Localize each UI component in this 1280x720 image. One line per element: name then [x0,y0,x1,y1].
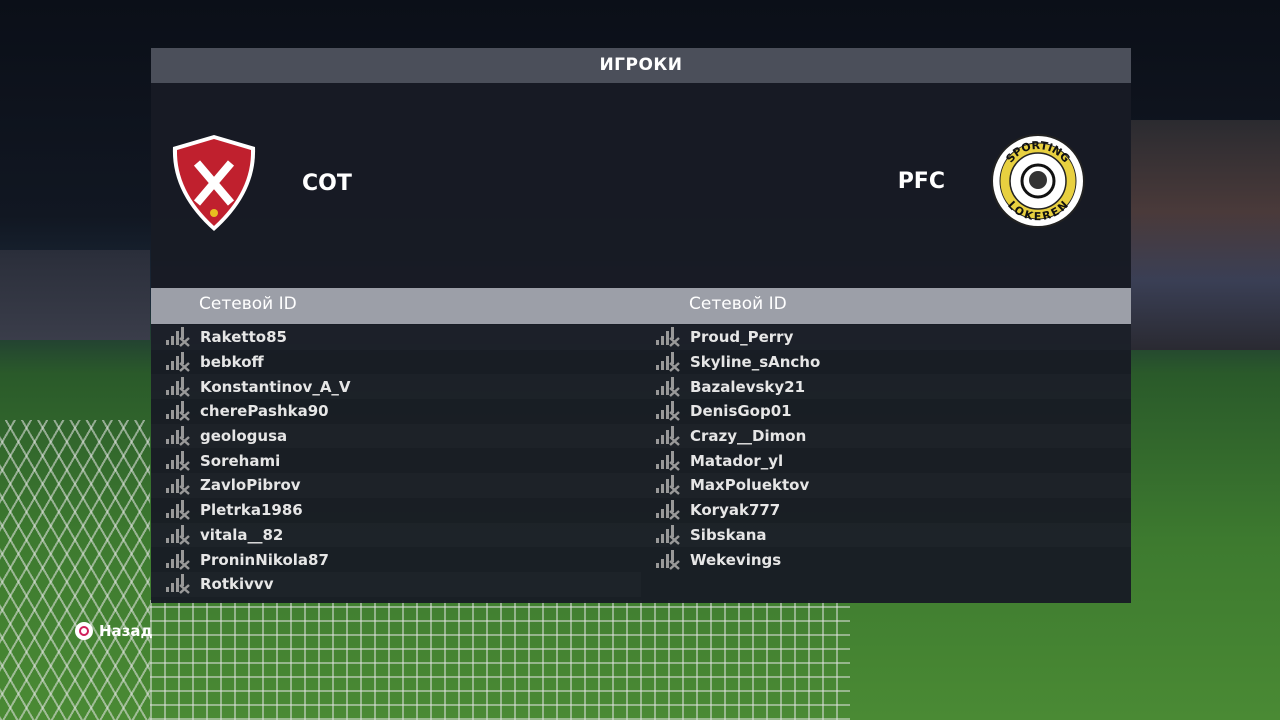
signal-disconnected-icon [165,352,191,372]
stadium-crowd [1130,120,1280,350]
player-id: Crazy__Dimon [690,427,807,446]
signal-disconnected-icon [655,475,681,496]
player-row[interactable]: ZavloPibrov [151,473,641,498]
player-id: Sorehami [200,451,281,470]
player-row[interactable]: cherePashka90 [151,399,641,424]
player-id: ZavloPibrov [200,476,301,495]
signal-disconnected-icon [165,475,191,496]
signal-disconnected-icon [655,327,681,348]
player-row[interactable]: Proud_Perry [641,325,1131,350]
stadium-crowd-left [0,250,150,340]
player-id: Raketto85 [200,328,287,347]
home-crest-icon [172,135,256,231]
player-id: Bazalevsky21 [690,377,806,396]
players-panel: ИГРОКИ COT PFC SPORTING LOKEREN Сетевой … [151,48,1131,603]
signal-disconnected-icon [655,524,681,545]
home-team: COT [171,133,352,233]
player-row[interactable]: geologusa [151,424,641,449]
player-row[interactable]: ProninNikola87 [151,547,641,572]
player-row[interactable]: MaxPoluektov [641,473,1131,498]
away-crest-icon: SPORTING LOKEREN [991,134,1085,228]
home-column-header: Сетевой ID [199,294,297,314]
goal-net [0,420,150,720]
player-row[interactable]: Bazalevsky21 [641,374,1131,399]
signal-disconnected-icon [655,376,681,397]
signal-disconnected-icon [165,500,191,521]
signal-disconnected-icon [165,524,191,545]
player-id: Rotkivvv [200,575,274,594]
player-id: ProninNikola87 [200,550,329,569]
player-id: DenisGop01 [690,402,792,421]
player-id: geologusa [200,427,288,446]
away-player-list: Proud_Perry Skyline_sAncho Bazalevsky21 Den… [641,325,1131,572]
player-id: Wekevings [690,550,782,569]
player-row[interactable]: Wekevings [641,547,1131,572]
home-player-list: Raketto85 bebkoff Konstantinov_A_V cherePas… [151,325,641,597]
player-row[interactable]: DenisGop01 [641,399,1131,424]
signal-disconnected-icon [165,574,191,595]
player-row[interactable]: Skyline_sAncho [641,350,1131,375]
away-team-name: PFC [897,168,945,194]
player-id: Konstantinov_A_V [200,377,351,396]
player-id: MaxPoluektov [690,476,810,495]
player-row[interactable]: Rotkivvv [151,572,641,597]
player-id: Sibskana [690,525,767,544]
away-team: PFC SPORTING LOKEREN [898,133,1086,229]
player-row[interactable]: Matador_yl [641,448,1131,473]
player-id: vitala__82 [200,525,284,544]
signal-disconnected-icon [655,426,681,447]
signal-disconnected-icon [165,450,191,471]
player-id: Pletrka1986 [200,501,303,520]
home-team-name: COT [302,170,352,196]
player-row[interactable]: bebkoff [151,350,641,375]
player-id: Proud_Perry [690,328,794,347]
player-id: cherePashka90 [200,402,329,421]
signal-disconnected-icon [165,327,191,348]
signal-disconnected-icon [165,376,191,397]
player-id: Koryak777 [690,501,781,520]
back-button[interactable]: Назад [75,622,153,640]
signal-disconnected-icon [165,549,191,570]
column-header-bar: Сетевой ID Сетевой ID [151,288,1131,324]
player-row[interactable]: Raketto85 [151,325,641,350]
player-row[interactable]: Sibskana [641,523,1131,548]
signal-disconnected-icon [655,500,681,521]
player-row[interactable]: Sorehami [151,448,641,473]
player-id: Matador_yl [690,451,784,470]
away-column-header: Сетевой ID [689,294,787,314]
goal-net-front [150,600,850,720]
player-row[interactable]: Konstantinov_A_V [151,374,641,399]
player-row[interactable]: Pletrka1986 [151,498,641,523]
circle-button-icon [75,622,93,640]
player-row[interactable]: Koryak777 [641,498,1131,523]
signal-disconnected-icon [655,352,681,372]
signal-disconnected-icon [165,426,191,447]
signal-disconnected-icon [655,450,681,471]
player-id: bebkoff [200,353,264,372]
player-row[interactable]: Crazy__Dimon [641,424,1131,449]
back-label: Назад [99,622,153,640]
signal-disconnected-icon [165,401,191,422]
panel-title: ИГРОКИ [151,48,1131,83]
player-id: Skyline_sAncho [690,353,821,372]
player-row[interactable]: vitala__82 [151,523,641,548]
signal-disconnected-icon [655,549,681,570]
signal-disconnected-icon [655,401,681,422]
